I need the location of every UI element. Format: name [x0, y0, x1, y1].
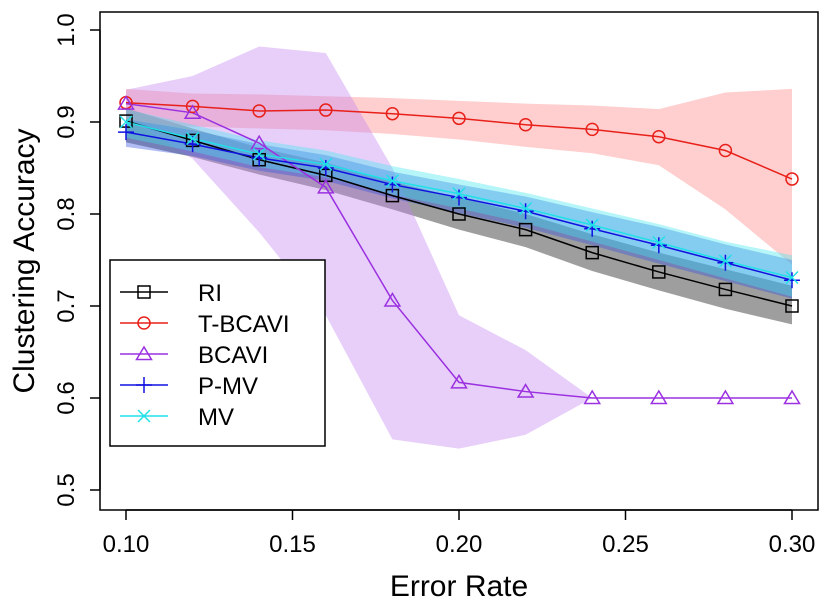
point-bcavi-3: [316, 178, 335, 194]
point-bcavi-0: [117, 95, 135, 110]
y-tick-label: 0.8: [53, 197, 80, 230]
legend-marker-ri: [137, 285, 151, 299]
point-ri-6: [518, 222, 533, 237]
y-axis-label: Clustering Accuracy: [8, 128, 41, 393]
y-tick-label: 0.7: [53, 289, 80, 322]
point-bcavi-6: [516, 383, 535, 398]
point-p-mv-7: [584, 220, 601, 237]
point-t-bcavi-6: [518, 118, 533, 132]
band-bcavi: [126, 46, 792, 449]
point-p-mv-5: [451, 189, 467, 206]
point-mv-10: [785, 270, 799, 285]
legend-label: RI: [198, 280, 222, 307]
y-axis: 0.5 0.6 0.7 0.8 0.9 1.0: [53, 13, 101, 507]
y-tick-label: 0.5: [53, 473, 80, 506]
point-bcavi-9: [716, 389, 735, 405]
point-mv-2: [252, 147, 266, 161]
x-tick-label: 0.15: [269, 531, 316, 558]
point-p-mv-0: [118, 124, 134, 141]
point-t-bcavi-5: [452, 111, 466, 126]
legend-marker-t-bcavi: [137, 316, 151, 330]
x-tick-label: 0.10: [103, 531, 150, 558]
point-mv-1: [186, 132, 200, 146]
point-bcavi-7: [583, 389, 602, 405]
point-bcavi-2: [250, 134, 269, 150]
point-p-mv-8: [650, 237, 667, 254]
legend-item-bcavi: BCAVI: [120, 342, 268, 369]
point-p-mv-4: [384, 176, 401, 193]
point-p-mv-9: [717, 254, 734, 271]
series-markers: [117, 95, 801, 405]
point-t-bcavi-1: [185, 99, 200, 114]
legend-marker-bcavi: [135, 345, 153, 361]
legend-label: P-MV: [198, 373, 258, 400]
legend-item-ri: RI: [120, 280, 222, 307]
y-tick-label: 0.9: [53, 105, 80, 138]
point-mv-5: [452, 187, 466, 201]
point-bcavi-1: [183, 104, 202, 120]
x-tick-label: 0.20: [436, 531, 483, 558]
point-mv-3: [319, 157, 333, 171]
band-p-mv: [126, 119, 792, 299]
point-bcavi-4: [383, 292, 402, 307]
point-t-bcavi-4: [385, 106, 400, 121]
legend-item-t-bcavi: T-BCAVI: [120, 311, 290, 338]
y-tick-label: 0.6: [53, 381, 80, 414]
point-ri-10: [785, 299, 799, 313]
point-mv-8: [652, 235, 666, 250]
point-t-bcavi-7: [585, 122, 599, 137]
point-bcavi-8: [649, 389, 668, 405]
legend: RI T-BCAVI BCAVI P-MV MV: [109, 259, 326, 447]
point-ri-7: [585, 245, 599, 260]
point-ri-5: [452, 207, 466, 221]
point-mv-7: [585, 218, 599, 232]
point-p-mv-2: [251, 149, 268, 166]
point-ri-9: [718, 282, 733, 297]
legend-item-p-mv: P-MV: [120, 373, 258, 400]
legend-item-mv: MV: [120, 404, 234, 431]
y-tick-label: 1.0: [53, 13, 80, 46]
legend-marker-mv: [137, 409, 151, 423]
point-p-mv-3: [317, 160, 334, 176]
point-bcavi-10: [783, 389, 801, 405]
x-tick-label: 0.25: [602, 531, 649, 558]
point-bcavi-5: [450, 373, 468, 389]
point-t-bcavi-8: [652, 129, 666, 144]
series-lines: [125, 101, 793, 399]
line-t-bcavi: [125, 101, 793, 180]
point-t-bcavi-3: [319, 103, 333, 117]
legend-label: BCAVI: [198, 342, 268, 369]
point-t-bcavi-9: [718, 143, 733, 158]
legend-marker-p-mv: [136, 377, 152, 393]
point-p-mv-10: [784, 272, 800, 289]
point-mv-9: [718, 254, 732, 268]
x-tick-label: 0.30: [769, 531, 816, 558]
point-p-mv-6: [517, 203, 534, 220]
line-bcavi: [125, 102, 792, 399]
point-mv-4: [385, 174, 399, 188]
x-axis-label: Error Rate: [390, 570, 528, 603]
x-axis: 0.10 0.15 0.20 0.25 0.30: [103, 509, 816, 558]
point-ri-8: [652, 265, 666, 279]
point-t-bcavi-10: [785, 172, 799, 186]
legend-label: T-BCAVI: [198, 311, 290, 338]
legend-label: MV: [198, 404, 234, 431]
point-mv-0: [119, 115, 133, 129]
point-t-bcavi-2: [252, 104, 266, 118]
point-mv-6: [519, 201, 533, 216]
